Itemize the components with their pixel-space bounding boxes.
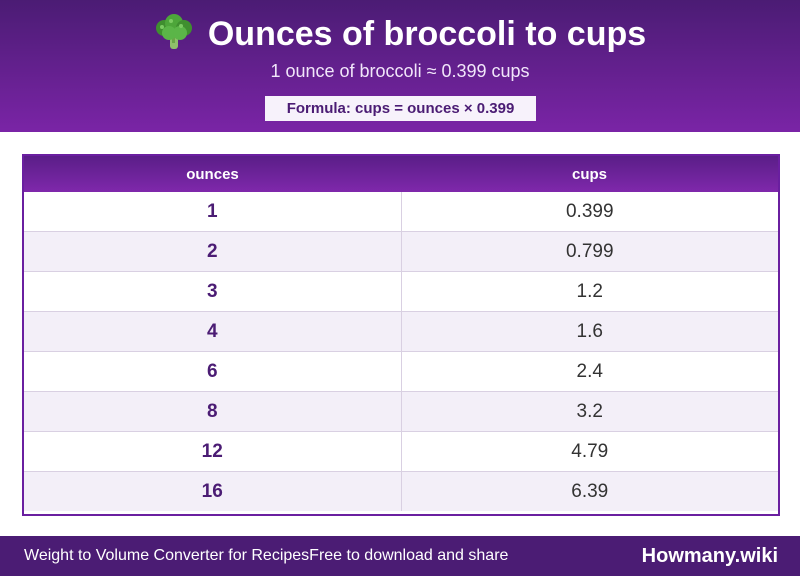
ounces-cell: 16 <box>24 471 402 511</box>
cups-cell: 1.6 <box>401 311 778 352</box>
ounces-cell: 1 <box>24 192 402 232</box>
ounces-cell: 12 <box>24 431 402 472</box>
table-row: 8 3.2 <box>24 391 778 432</box>
header: Ounces of broccoli to cups 1 ounce of br… <box>0 0 800 132</box>
footer-caption: Weight to Volume Converter for RecipesFr… <box>24 536 508 576</box>
table-row: 3 1.2 <box>24 271 778 312</box>
ounces-cell: 2 <box>24 231 402 272</box>
table-row: 6 2.4 <box>24 351 778 392</box>
table-row: 12 4.79 <box>24 431 778 472</box>
formula-box: Formula: cups = ounces × 0.399 <box>265 96 536 121</box>
title-text: Ounces of broccoli to cups <box>207 15 647 53</box>
footer-caption-part-2: Free to download and share <box>309 547 509 564</box>
cups-cell: 6.39 <box>401 471 778 511</box>
ounces-cell: 6 <box>24 351 402 392</box>
brand-logo-text[interactable]: Howmany.wiki <box>641 545 778 567</box>
footer: Weight to Volume Converter for RecipesFr… <box>0 536 800 576</box>
cups-cell: 3.2 <box>401 391 778 432</box>
cups-cell: 0.799 <box>401 231 778 272</box>
table-row: 4 1.6 <box>24 311 778 352</box>
ounces-cell: 8 <box>24 391 402 432</box>
subtitle: 1 ounce of broccoli ≈ 0.399 cups <box>270 61 530 81</box>
footer-caption-part-1: Weight to Volume Converter for Recipes <box>24 547 310 564</box>
table-row: 2 0.799 <box>24 231 778 272</box>
table-header-row: ounces cups <box>24 156 778 192</box>
cups-cell: 4.79 <box>401 431 778 472</box>
table-row: 16 6.39 <box>24 471 778 511</box>
ounces-cell: 3 <box>24 271 402 312</box>
ounces-cell: 4 <box>24 311 402 352</box>
column-header-cups: cups <box>401 156 778 192</box>
cups-cell: 0.399 <box>401 192 778 232</box>
broccoli-icon <box>155 14 192 49</box>
column-header-ounces: ounces <box>24 156 401 192</box>
cups-cell: 2.4 <box>401 351 778 392</box>
table-row: 1 0.399 <box>24 192 778 232</box>
page-title: Ounces of broccoli to cups <box>0 12 800 56</box>
cups-cell: 1.2 <box>401 271 778 312</box>
conversion-table: ounces cups 1 0.399 2 0.799 3 1.2 <box>22 154 780 516</box>
